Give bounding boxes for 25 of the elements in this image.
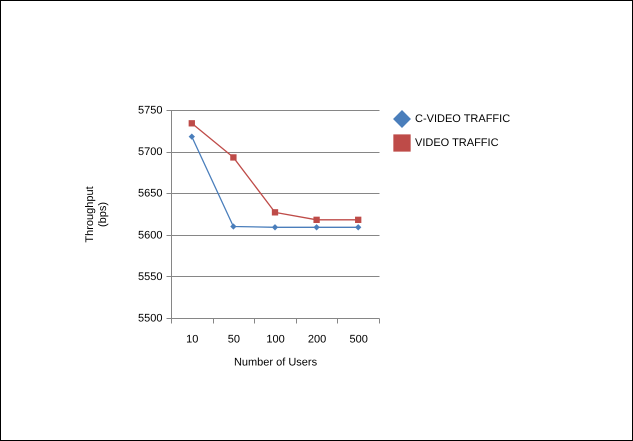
legend-label: C-VIDEO TRAFFIC — [415, 113, 510, 125]
point — [188, 133, 195, 140]
point — [355, 224, 362, 230]
x-tick-label: 200 — [308, 334, 326, 346]
y-tick-label: 5650 — [138, 188, 162, 200]
point — [355, 216, 362, 223]
y-axis-title: Throughput (bps) — [84, 186, 110, 243]
point — [313, 216, 320, 223]
x-tick-label: 50 — [228, 334, 240, 346]
point — [313, 224, 320, 230]
point — [230, 154, 237, 161]
y-tick-label: 5750 — [138, 104, 162, 116]
point — [272, 224, 278, 230]
x-axis-title: Number of Users — [234, 356, 318, 368]
x-tick-label: 100 — [266, 334, 285, 346]
x-tick-label: 500 — [350, 334, 368, 346]
x-tick-label: 10 — [186, 334, 198, 346]
point — [272, 209, 278, 216]
y-tick-label: 5500 — [138, 312, 162, 324]
y-tick-label: 5600 — [138, 229, 162, 242]
point — [230, 223, 237, 230]
point — [188, 120, 195, 126]
legend-label: VIDEO TRAFFIC — [415, 137, 499, 149]
y-tick-label: 5550 — [138, 270, 162, 283]
y-tick-label: 5700 — [138, 146, 162, 158]
